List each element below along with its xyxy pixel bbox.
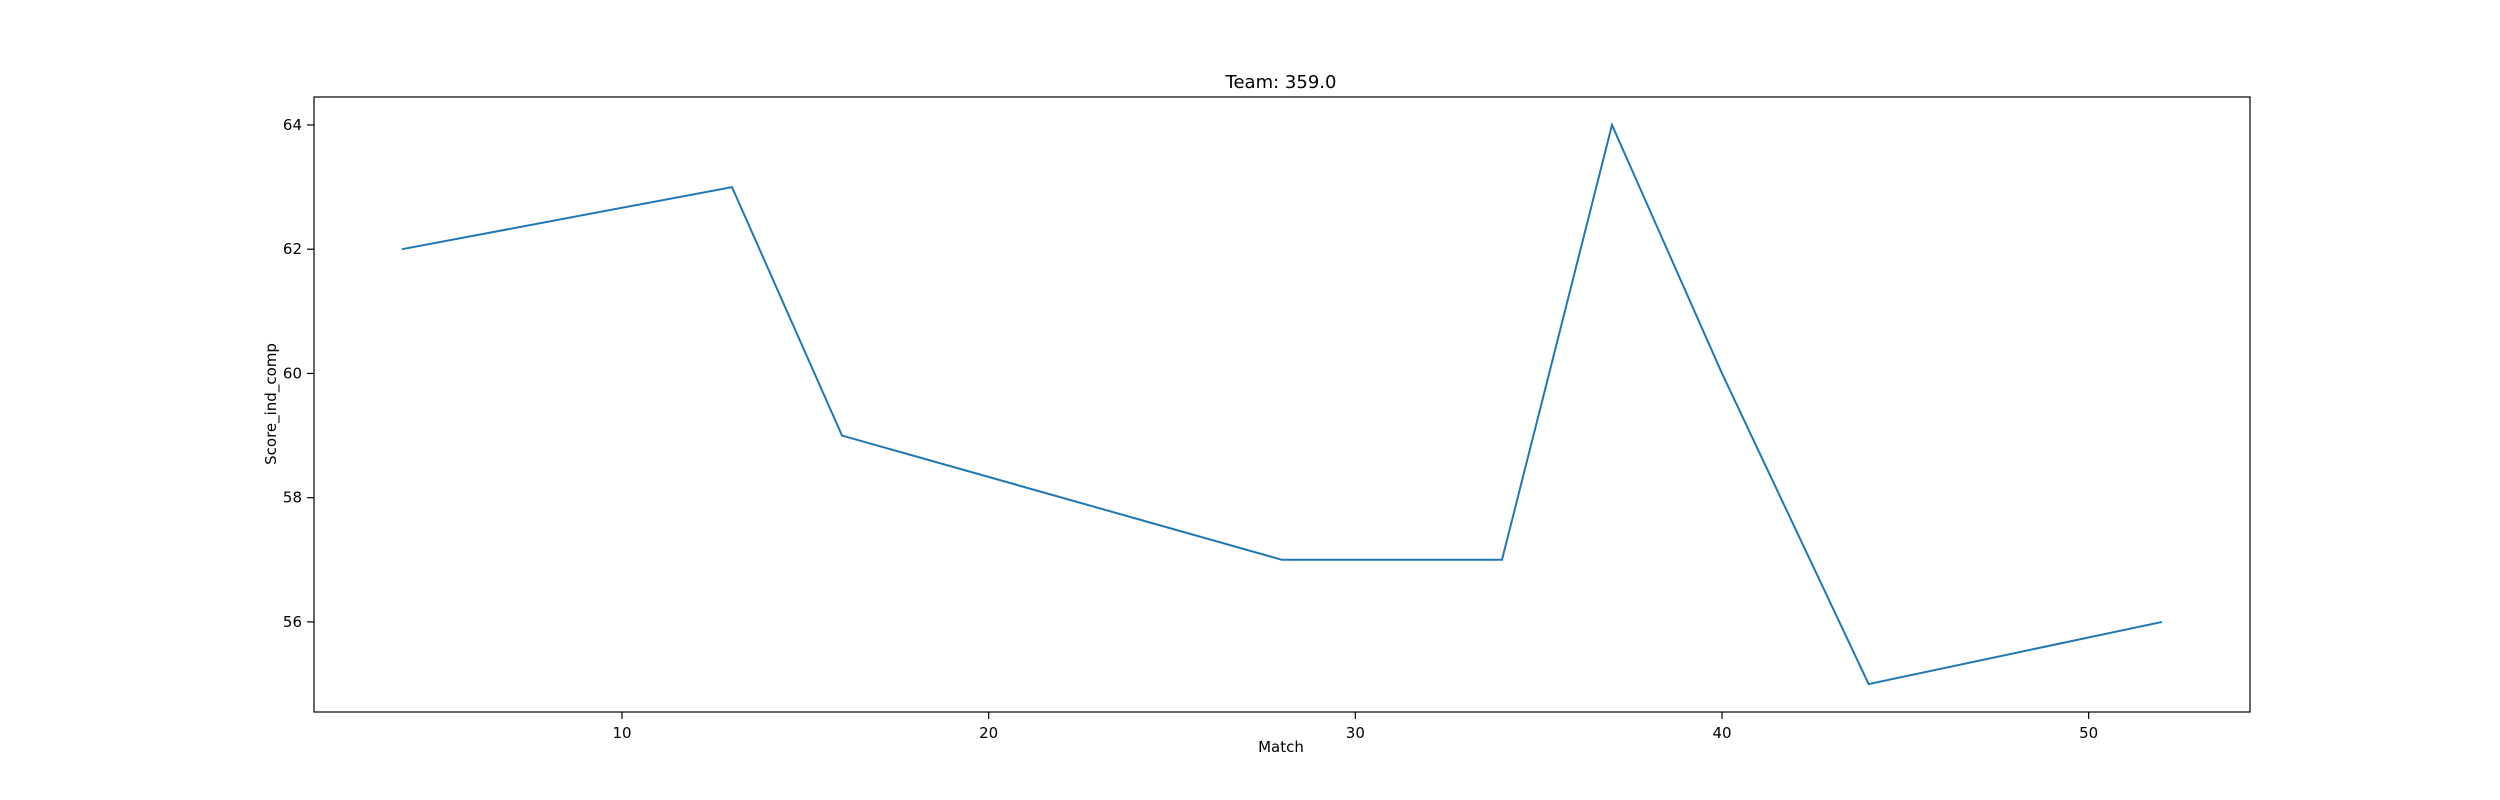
y-tick-label: 60 xyxy=(283,364,302,382)
x-tick-label: 40 xyxy=(1712,724,1731,742)
y-axis: 56 58 60 62 64 xyxy=(283,116,314,631)
series-line-0 xyxy=(401,121,2163,686)
plot-area xyxy=(313,96,2251,713)
y-axis-label: Score_ind_comp xyxy=(262,343,281,465)
x-tick-label: 10 xyxy=(612,724,631,742)
chart-title: Team: 359.0 xyxy=(1225,72,1337,93)
y-tick-label: 58 xyxy=(283,489,302,507)
y-tick-label: 64 xyxy=(283,116,302,134)
axes-frame xyxy=(313,96,2251,713)
x-tick-label: 20 xyxy=(979,724,998,742)
x-tick-label: 50 xyxy=(2079,724,2098,742)
y-tick-label: 56 xyxy=(283,613,302,631)
x-axis: 10 20 30 40 50 xyxy=(612,712,2098,742)
x-axis-label: Match xyxy=(1258,738,1304,756)
y-tick-label: 62 xyxy=(283,240,302,258)
x-tick-label: 30 xyxy=(1346,724,1365,742)
